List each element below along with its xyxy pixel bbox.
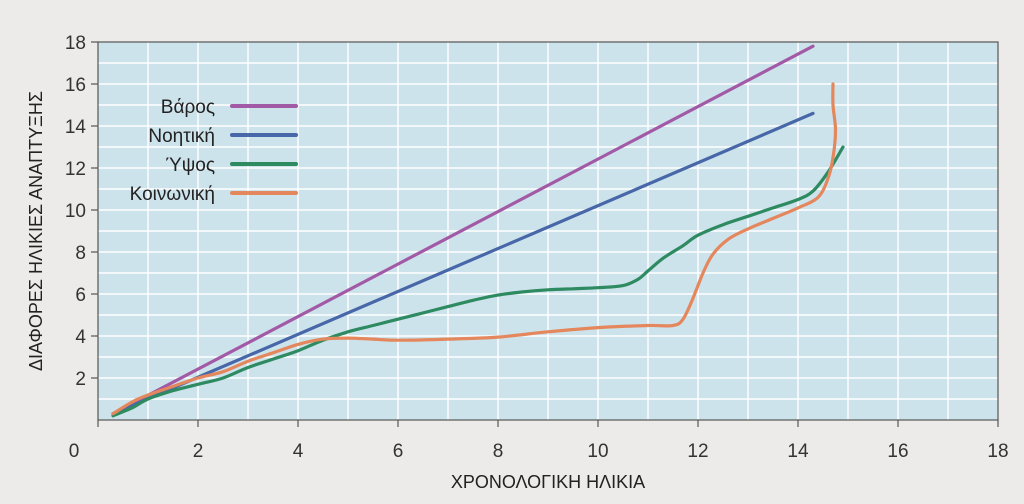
x-axis-ticks: 0 2 4 6 8 10 12 14 16 18: [69, 420, 1009, 462]
x-tick-label: 16: [887, 441, 908, 462]
x-tick-label: 6: [393, 441, 404, 462]
y-tick-label: 6: [75, 285, 86, 306]
y-tick-label: 16: [65, 75, 86, 96]
y-axis-ticks: 2 4 6 8 10 12 14 16 18: [65, 33, 98, 390]
y-tick-label: 2: [75, 369, 86, 390]
x-tick-label: 4: [293, 441, 304, 462]
plot-frame: [97, 41, 999, 421]
y-tick-label: 4: [75, 327, 86, 348]
y-tick-label: 12: [65, 159, 86, 180]
legend-label: Βάρος: [161, 97, 215, 118]
x-tick-label: 12: [687, 441, 708, 462]
y-tick-label: 18: [65, 33, 86, 54]
series-line-1: [111, 44, 815, 416]
x-tick-label: 18: [987, 441, 1008, 462]
y-axis-title: ΔΙΑΦΟΡΕΣ ΗΛΙΚΙΕΣ ΑΝΑΠΤΥΞΗΣ: [26, 91, 46, 371]
x-tick-label: 10: [587, 441, 608, 462]
legend-label: Κοινωνική: [130, 184, 215, 205]
series-layer: [111, 44, 845, 418]
series-line-2: [111, 111, 815, 416]
x-tick-label: 14: [787, 441, 809, 462]
legend-label: Ύψος: [165, 155, 215, 176]
legend-label: Νοητική: [148, 126, 215, 147]
y-tick-label: 8: [75, 243, 86, 264]
x-tick-label: 0: [69, 441, 80, 462]
x-tick-label: 8: [493, 441, 504, 462]
series-line-4: [111, 82, 838, 416]
series-line-3: [111, 145, 845, 418]
x-tick-label: 2: [193, 441, 204, 462]
y-tick-label: 10: [65, 201, 86, 222]
legend: Βάρος Νοητική Ύψος Κοινωνική: [130, 97, 298, 205]
y-tick-label: 14: [65, 117, 87, 138]
x-axis-title: ΧΡΟΝΟΛΟΓΙΚΗ ΗΛΙΚΙΑ: [451, 472, 645, 492]
